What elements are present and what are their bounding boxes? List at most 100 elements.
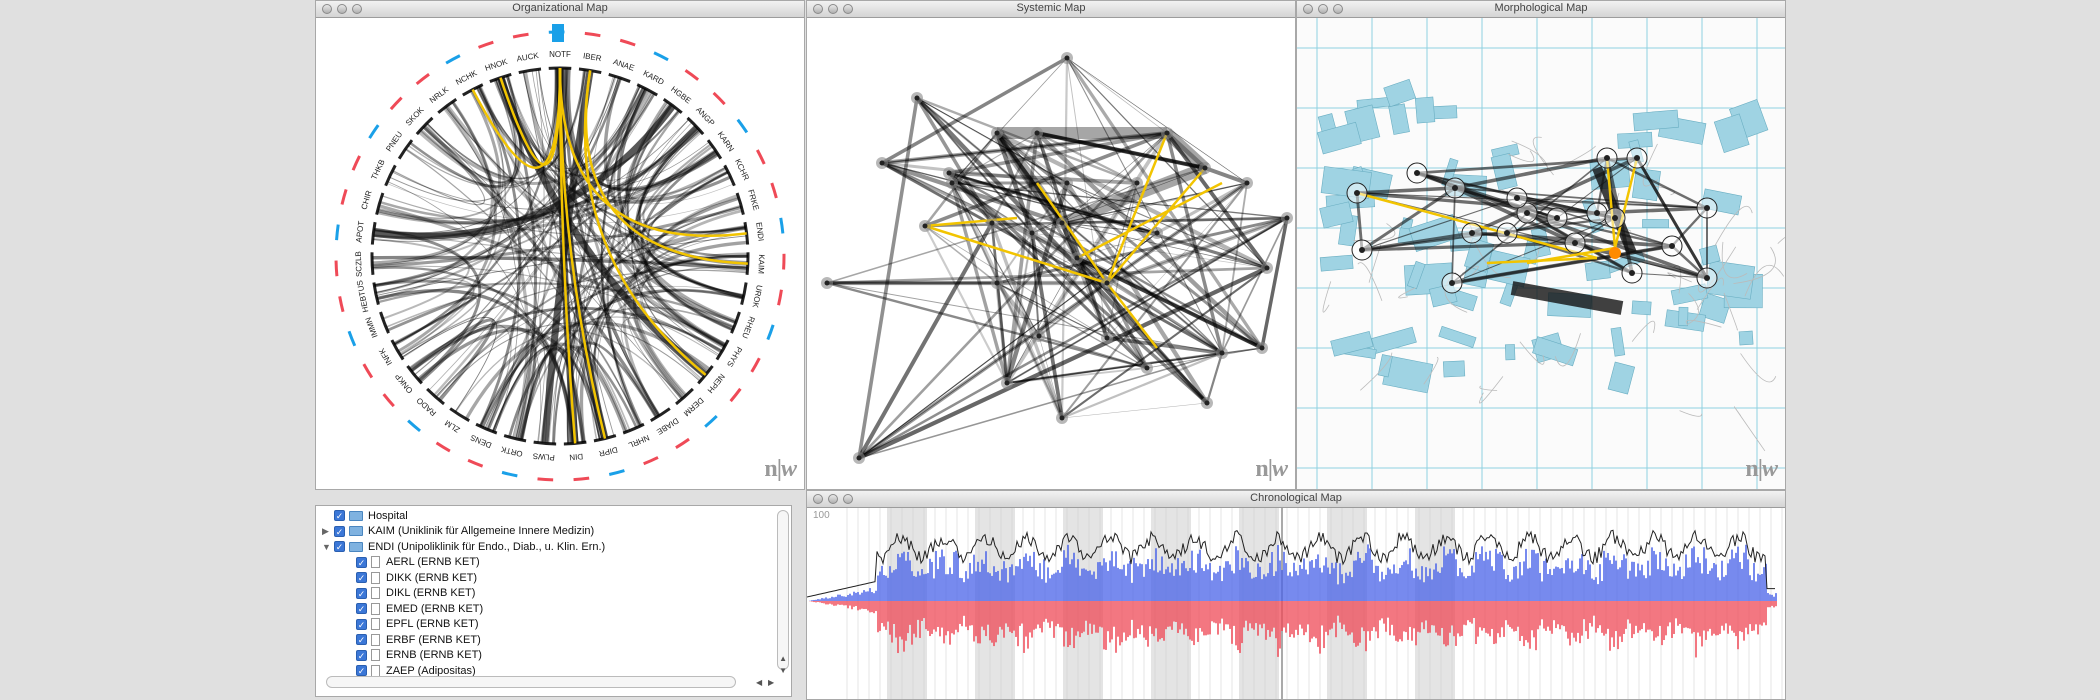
occupancy-bar-out: [1647, 601, 1649, 630]
titlebar[interactable]: Morphological Map: [1297, 1, 1785, 18]
occupancy-bar-out: [1591, 601, 1593, 627]
checkbox[interactable]: ✓: [356, 572, 367, 583]
building: [1371, 326, 1417, 354]
checkbox[interactable]: ✓: [334, 525, 345, 537]
chord-diagram[interactable]: NOTF IBER ANAE KARD HGBE ANGP KARN KCHR FRKE ENDI…: [316, 18, 804, 489]
minimize-button[interactable]: [828, 4, 838, 14]
map-road: [1744, 265, 1785, 297]
occupancy-bar-in: [1229, 564, 1231, 601]
tree-item-row[interactable]: ✓ ERNB (ERNB KET): [356, 648, 482, 663]
occupancy-bar-out: [1099, 601, 1101, 627]
network-svg[interactable]: [807, 18, 1295, 489]
occupancy-bar-in: [1391, 573, 1393, 601]
tree-item-row[interactable]: ✓ ZAEP (Adipositas): [356, 663, 476, 678]
occupancy-bar-in: [1345, 572, 1347, 601]
tree-item-row[interactable]: ✓ AERL (ERNB KET): [356, 555, 480, 570]
checkbox[interactable]: ✓: [334, 541, 345, 552]
minimize-button[interactable]: [1318, 4, 1328, 14]
map-road: [1423, 356, 1439, 385]
chord-link: [512, 69, 545, 439]
zoom-button[interactable]: [843, 4, 853, 14]
occupancy-bar-out: [1143, 601, 1145, 638]
checkbox[interactable]: ✓: [356, 587, 367, 599]
hierarchy-tree[interactable]: ✓ Hospital ▶ ✓ KAIM (Uniklinik für Allgemein…: [315, 505, 792, 697]
occupancy-bar-in: [1053, 573, 1055, 601]
tree-item-row[interactable]: ✓ EPFL (ERNB KET): [356, 617, 479, 632]
close-button[interactable]: [813, 4, 823, 14]
minimize-button[interactable]: [337, 4, 347, 14]
checkbox[interactable]: ✓: [334, 510, 345, 521]
tree-folder-row[interactable]: ▶ ✓ KAIM (Uniklinik für Allgemeine Innere …: [322, 524, 594, 539]
occupancy-bar-in: [1257, 563, 1259, 601]
zoom-button[interactable]: [352, 4, 362, 14]
occupancy-bar-in: [1097, 562, 1099, 601]
occupancy-bar-in: [921, 569, 923, 601]
folder-icon: [349, 510, 363, 521]
occupancy-bar-in: [1339, 563, 1341, 601]
collapse-triangle-icon[interactable]: ▼: [322, 541, 331, 552]
tree-item-row[interactable]: ✓ DIKL (ERNB KET): [356, 586, 475, 601]
checkbox[interactable]: ✓: [356, 603, 367, 614]
chord-link: [642, 143, 746, 234]
minimize-button[interactable]: [828, 494, 838, 504]
checkbox[interactable]: ✓: [356, 634, 367, 645]
titlebar[interactable]: Chronological Map: [807, 491, 1785, 508]
occupancy-bar-out: [1165, 601, 1167, 630]
scroll-right-arrow[interactable]: ▶: [768, 678, 775, 687]
checkbox[interactable]: ✓: [356, 649, 367, 661]
fhnw-logo: n|w: [764, 456, 797, 482]
chronological-map-window: Chronological Map 100: [806, 490, 1786, 700]
document-icon: [371, 571, 380, 584]
occupancy-bar-in: [835, 596, 837, 601]
building: [1383, 78, 1417, 108]
occupancy-bar-in: [1155, 548, 1157, 601]
tree-item-row[interactable]: ✓ DIKK (ERNB KET): [356, 570, 477, 585]
tree-item-row[interactable]: ✓ EMED (ERNB KET): [356, 601, 483, 616]
map-road: [1740, 353, 1777, 383]
close-button[interactable]: [322, 4, 332, 14]
chord-link: [537, 69, 660, 416]
timeline-chart[interactable]: 100: [807, 508, 1785, 699]
close-button[interactable]: [1303, 4, 1313, 14]
network-edge: [990, 222, 1009, 384]
occupancy-bar-in: [1773, 596, 1775, 601]
occupancy-bar-out: [1515, 601, 1517, 632]
titlebar[interactable]: Systemic Map: [807, 1, 1295, 18]
timeline-svg[interactable]: [807, 508, 1785, 699]
zoom-button[interactable]: [843, 494, 853, 504]
scroll-up-arrow[interactable]: ▲: [779, 654, 787, 663]
tree-item-row[interactable]: ✓ ERBF (ERNB KET): [356, 632, 481, 647]
zoom-button[interactable]: [1333, 4, 1343, 14]
chord-link: [600, 88, 646, 427]
flow-edge: [1361, 197, 1518, 251]
occupancy-bar-in: [1593, 579, 1595, 601]
occupancy-bar-in: [999, 580, 1001, 601]
occupancy-bar-in: [1083, 568, 1085, 601]
checkbox[interactable]: ✓: [356, 618, 367, 630]
checkbox[interactable]: ✓: [356, 556, 367, 568]
site-plan-map[interactable]: n|w: [1297, 18, 1785, 489]
network-graph[interactable]: n|w: [807, 18, 1295, 489]
map-svg[interactable]: [1297, 18, 1785, 489]
scroll-down-arrow[interactable]: ▼: [779, 666, 787, 675]
scroll-left-arrow[interactable]: ◀: [756, 678, 763, 687]
occupancy-bar-out: [1401, 601, 1403, 642]
tree-folder-row[interactable]: ✓ Hospital: [322, 508, 408, 523]
occupancy-bar-out: [887, 601, 889, 622]
network-node: [1202, 165, 1208, 171]
vertical-scrollbar[interactable]: [777, 510, 789, 670]
horizontal-scrollbar[interactable]: [326, 676, 736, 688]
titlebar[interactable]: Organizational Map: [316, 1, 804, 18]
tree-folder-row[interactable]: ▼ ✓ ENDI (Unipoliklinik für Endo., Diab., …: [322, 539, 605, 554]
occupancy-bar-out: [1331, 601, 1333, 629]
occupancy-bar-out: [1699, 601, 1701, 637]
occupancy-bar-in: [1047, 567, 1049, 601]
chord-link: [617, 103, 687, 398]
checkbox[interactable]: ✓: [356, 665, 367, 676]
close-button[interactable]: [813, 494, 823, 504]
expand-triangle-icon[interactable]: ▶: [322, 525, 329, 536]
occupancy-bar-in: [813, 599, 815, 601]
occupancy-bar-in: [1497, 553, 1499, 601]
occupancy-bar-out: [1249, 601, 1251, 624]
